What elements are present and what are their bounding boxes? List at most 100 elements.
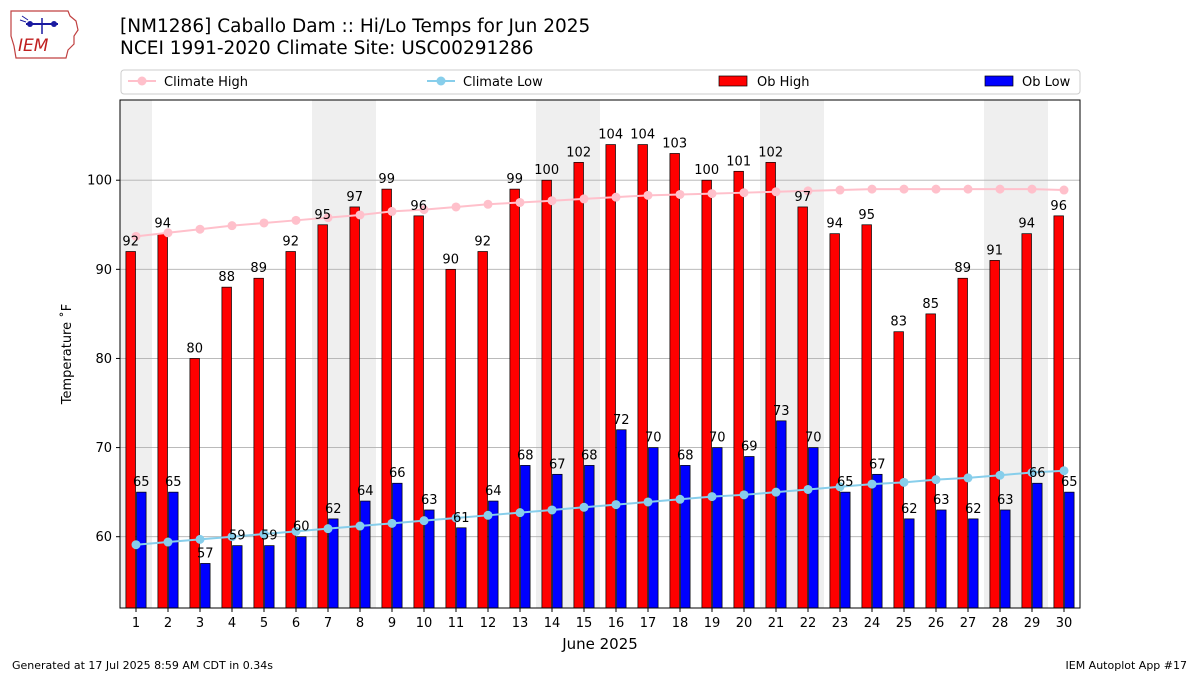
climate-low-point-22	[803, 484, 813, 494]
climate-high-point-15	[579, 194, 589, 204]
x-tick-label-2: 2	[164, 616, 172, 631]
weekend-shade-day-22	[792, 100, 824, 608]
climate-high-point-19	[707, 189, 717, 199]
ob-low-bar-30	[1064, 491, 1075, 609]
x-tick-label-23: 23	[832, 616, 849, 631]
logo-text: IEM	[18, 36, 49, 56]
climate-high-point-30	[1059, 185, 1069, 195]
ob-high-bar-14	[541, 179, 552, 609]
climate-low-point-1	[131, 540, 141, 550]
ob-high-bar-22	[797, 206, 808, 609]
climate-high-point-16	[611, 192, 621, 202]
ob-low-value-label-6: 60	[293, 520, 310, 535]
climate-high-point-1	[131, 231, 141, 241]
ob-high-value-label-17: 104	[630, 128, 655, 143]
ob-high-bar-20	[733, 170, 744, 609]
ob-high-value-label-3: 80	[186, 341, 203, 356]
ob-low-value-label-11: 61	[453, 511, 470, 526]
ob-low-bar-24	[872, 473, 883, 609]
chart-title-line1: [NM1286] Caballo Dam :: Hi/Lo Temps for …	[120, 16, 591, 37]
ob-high-bar-3	[189, 358, 200, 609]
x-tick-label-7: 7	[324, 616, 332, 631]
ob-low-bar-13	[520, 465, 531, 609]
ob-high-bar-28	[989, 260, 1000, 609]
weekend-shade-day-14	[536, 100, 568, 608]
climate-high-point-5	[259, 218, 269, 228]
x-tick-label-25: 25	[896, 616, 913, 631]
climate-low-point-20	[739, 490, 749, 500]
ob-low-value-label-14: 67	[549, 457, 566, 472]
climate-high-point-27	[963, 184, 973, 194]
x-tick-label-16: 16	[608, 616, 625, 631]
ob-high-bar-30	[1053, 215, 1064, 609]
ob-low-value-label-18: 68	[677, 448, 694, 463]
climate-high-point-8	[355, 210, 365, 220]
ob-low-value-label-25: 62	[901, 502, 918, 517]
climate-low-point-15	[579, 502, 589, 512]
climate-low-point-12	[483, 510, 493, 520]
ob-low-value-label-22: 70	[805, 431, 822, 446]
ob-high-value-label-10: 96	[410, 199, 427, 214]
climate-low-point-2	[163, 537, 173, 547]
ob-high-value-label-23: 94	[826, 217, 843, 232]
ob-high-bar-25	[893, 331, 904, 609]
x-tick-label-6: 6	[292, 616, 300, 631]
ob-high-bar-16	[605, 144, 616, 609]
ob-low-bar-17	[648, 447, 659, 609]
climate-low-point-9	[387, 518, 397, 528]
ob-high-bar-26	[925, 313, 936, 609]
climate-low-point-14	[547, 505, 557, 515]
ob-low-value-label-12: 64	[485, 484, 502, 499]
ob-high-value-label-20: 101	[726, 154, 751, 169]
ob-high-value-label-9: 99	[378, 172, 395, 187]
ob-low-bar-26	[936, 509, 947, 609]
ob-high-value-label-24: 95	[858, 208, 875, 223]
legend-ob-low-swatch	[984, 75, 1014, 87]
chart-title-line2: NCEI 1991-2020 Climate Site: USC00291286	[120, 38, 534, 59]
ob-low-value-label-15: 68	[581, 448, 598, 463]
ob-low-value-label-5: 59	[261, 529, 278, 544]
ob-high-value-label-11: 90	[442, 252, 459, 267]
ob-high-value-label-25: 83	[890, 315, 907, 330]
ob-high-value-label-18: 103	[662, 136, 687, 151]
x-tick-label-11: 11	[448, 616, 465, 631]
climate-low-point-30	[1059, 466, 1069, 476]
iem-logo: IEM	[10, 10, 79, 59]
x-tick-label-20: 20	[736, 616, 753, 631]
climate-low-point-4	[227, 532, 237, 542]
climate-high-point-14	[547, 196, 557, 206]
ob-high-bar-10	[413, 215, 424, 609]
ob-low-bar-19	[712, 447, 723, 609]
legend-climate-low-marker	[436, 76, 446, 86]
horizontal-gridlines	[120, 179, 1080, 538]
climate-low-point-8	[355, 521, 365, 531]
ob-high-value-label-12: 92	[474, 235, 491, 250]
x-tick-label-24: 24	[864, 616, 881, 631]
ob-low-value-label-1: 65	[133, 475, 150, 490]
ob-low-value-label-16: 72	[613, 413, 630, 428]
climate-high-point-29	[1027, 184, 1037, 194]
ob-low-bar-22	[808, 447, 819, 609]
ob-high-bar-17	[637, 144, 648, 609]
ob-high-bar-12	[477, 251, 488, 609]
climate-low-point-5	[259, 529, 269, 539]
x-tick-label-1: 1	[132, 616, 140, 631]
climate-high-point-26	[931, 184, 941, 194]
ob-low-bar-29	[1032, 482, 1043, 609]
ob-low-bar-14	[552, 473, 563, 609]
weekend-shade-day-15	[568, 100, 600, 608]
ob-high-bar-23	[829, 233, 840, 609]
ob-low-bar-28	[1000, 509, 1011, 609]
climate-high-point-21	[771, 187, 781, 197]
generated-timestamp: Generated at 17 Jul 2025 8:59 AM CDT in …	[12, 659, 273, 672]
x-tick-label-3: 3	[196, 616, 204, 631]
x-tick-label-17: 17	[640, 616, 657, 631]
ob-low-bar-6	[296, 536, 307, 609]
weekend-shade-day-7	[312, 100, 344, 608]
plot-frame	[119, 99, 1081, 609]
ob-low-bar-20	[744, 456, 755, 609]
ob-high-value-label-13: 99	[506, 172, 523, 187]
climate-low-point-24	[867, 479, 877, 489]
bar-value-labels: 92 65 94 65 80 57 88 59 89 59 92 60 95 62 97 64 99 66 96 63…	[122, 128, 1077, 562]
